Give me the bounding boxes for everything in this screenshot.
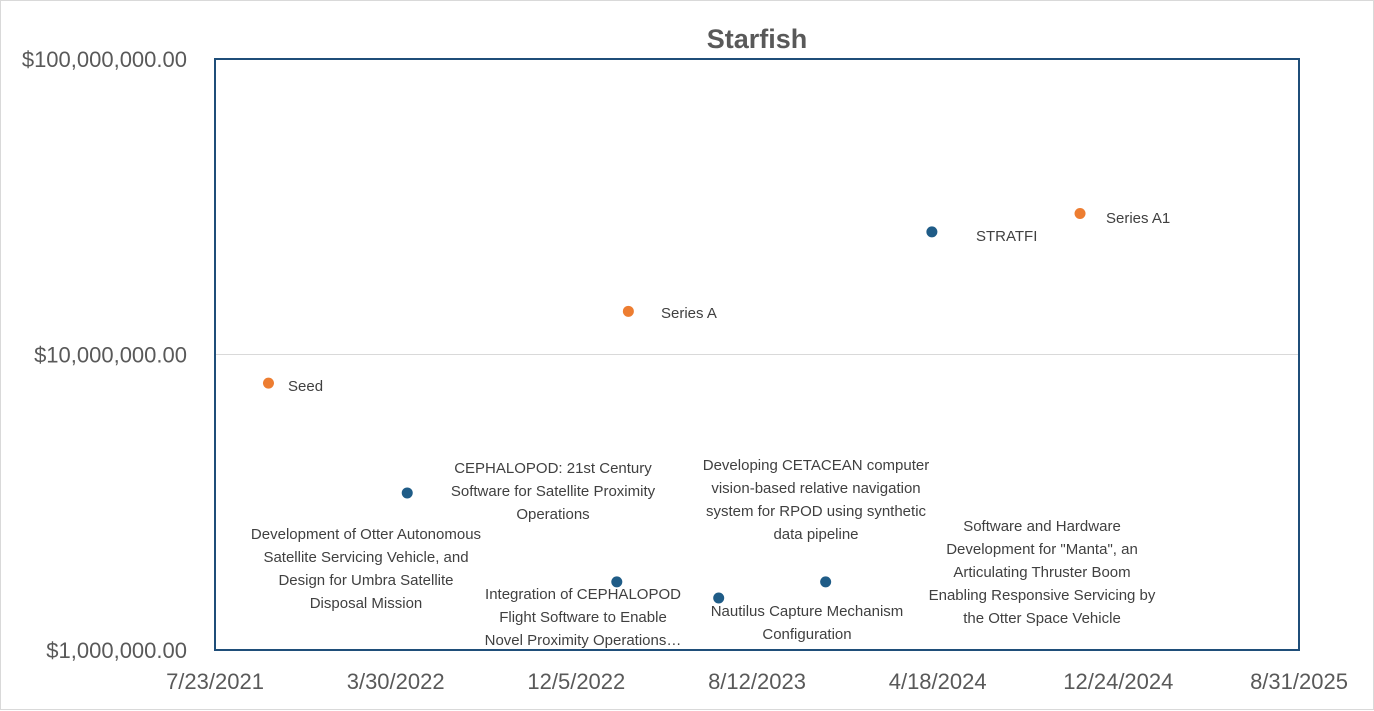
data-point — [713, 592, 725, 604]
data-label: Developing CETACEAN computer vision-based… — [703, 457, 929, 543]
data-label: Seed — [288, 378, 323, 395]
y-tick-label: $100,000,000.00 — [22, 47, 187, 72]
x-tick-label: 7/23/2021 — [166, 669, 264, 694]
data-point — [611, 576, 623, 588]
x-tick-label: 12/24/2024 — [1063, 669, 1173, 694]
x-tick-label: 8/31/2025 — [1250, 669, 1348, 694]
data-label: Development of Otter Autonomous Satellite… — [251, 526, 481, 612]
data-label: Nautilus Capture Mechanism Configuration — [711, 603, 904, 643]
x-tick-label: 12/5/2022 — [527, 669, 625, 694]
data-point — [262, 377, 274, 389]
data-label: Integration of CEPHALOPOD Flight Software… — [485, 586, 682, 649]
data-points — [262, 208, 1086, 604]
data-point — [820, 576, 832, 588]
data-point — [926, 226, 938, 238]
data-point — [622, 305, 634, 317]
data-label: Software and Hardware Development for "Ma… — [929, 518, 1156, 627]
x-tick-label: 8/12/2023 — [708, 669, 806, 694]
x-axis-ticks: 7/23/2021 3/30/2022 12/5/2022 8/12/2023 4/18… — [166, 669, 1348, 694]
data-label: Series A1 — [1106, 210, 1170, 227]
x-tick-label: 3/30/2022 — [347, 669, 445, 694]
y-tick-label: $10,000,000.00 — [34, 343, 187, 368]
data-labels: Seed Series A Series A1 STRATFI CEPHALOPOD: … — [251, 210, 1170, 649]
y-tick-label: $1,000,000.00 — [46, 638, 187, 663]
y-axis-ticks: $1,000,000.00 $10,000,000.00 $100,000,000.… — [22, 47, 187, 663]
data-point — [401, 487, 413, 499]
data-point — [1074, 208, 1086, 220]
plot-area-border — [214, 58, 1300, 651]
data-label: CEPHALOPOD: 21st Century Software for Sat… — [451, 460, 656, 523]
data-label: STRATFI — [976, 228, 1037, 245]
chart-title: Starfish — [707, 24, 808, 54]
x-tick-label: 4/18/2024 — [889, 669, 987, 694]
data-label: Series A — [661, 305, 717, 322]
